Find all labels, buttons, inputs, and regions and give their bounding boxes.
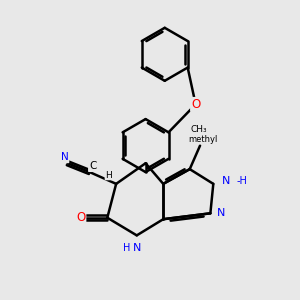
Text: N: N bbox=[217, 208, 225, 218]
Text: N: N bbox=[133, 243, 141, 253]
Text: C: C bbox=[89, 161, 96, 171]
Text: N: N bbox=[221, 176, 230, 186]
Text: O: O bbox=[191, 98, 200, 111]
Text: H: H bbox=[123, 243, 130, 253]
Text: CH₃: CH₃ bbox=[190, 125, 207, 134]
Text: H: H bbox=[105, 170, 112, 179]
Text: O: O bbox=[76, 211, 86, 224]
Text: N: N bbox=[61, 152, 68, 162]
Text: methyl: methyl bbox=[188, 135, 218, 144]
Text: -H: -H bbox=[237, 176, 248, 186]
